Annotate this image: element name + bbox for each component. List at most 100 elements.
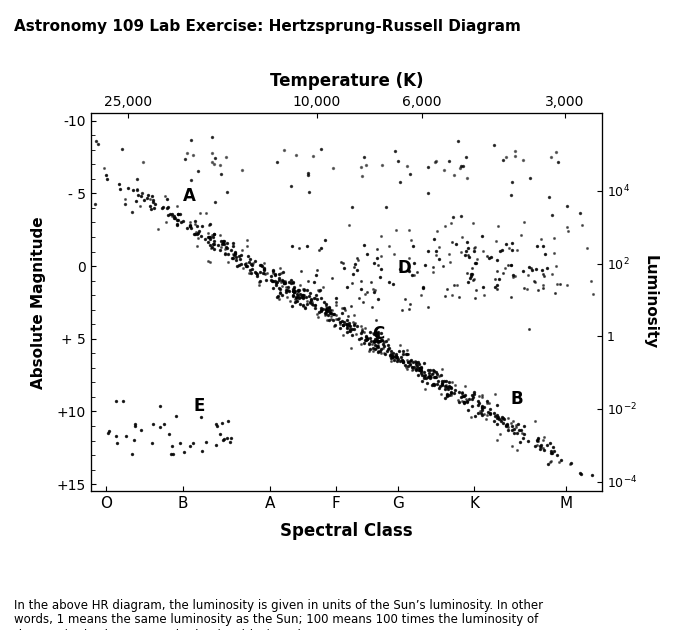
Point: [346, 324, 358, 334]
Point: [517, 428, 528, 438]
Point: [302, 168, 314, 178]
Point: [405, 169, 416, 179]
Point: [273, 290, 284, 301]
Point: [492, 221, 503, 231]
Point: [327, 306, 338, 316]
Point: [456, 387, 468, 397]
Point: [332, 314, 343, 324]
Point: [519, 421, 530, 431]
Point: [582, 243, 593, 253]
Point: [415, 365, 426, 375]
Point: [400, 362, 412, 372]
Point: [413, 365, 424, 375]
Point: [111, 396, 122, 406]
Point: [196, 445, 207, 455]
Point: [419, 367, 430, 377]
Point: [538, 280, 549, 290]
Point: [161, 203, 172, 214]
Text: D: D: [398, 260, 412, 277]
Point: [288, 284, 300, 294]
Point: [383, 241, 394, 251]
Point: [441, 390, 452, 400]
Point: [372, 329, 384, 340]
Point: [372, 328, 383, 338]
Point: [166, 441, 177, 451]
Point: [293, 286, 304, 296]
Point: [293, 285, 304, 295]
Point: [285, 296, 296, 306]
Point: [221, 187, 232, 197]
Point: [204, 234, 216, 244]
Point: [549, 233, 560, 243]
Point: [281, 282, 292, 292]
Point: [430, 156, 442, 166]
Point: [132, 190, 144, 200]
Point: [288, 287, 300, 297]
Point: [353, 255, 364, 265]
Point: [546, 269, 557, 279]
Point: [410, 356, 421, 366]
Point: [386, 352, 398, 362]
Point: [276, 290, 288, 300]
Point: [293, 285, 304, 295]
Point: [502, 260, 513, 270]
Point: [456, 247, 467, 257]
Point: [502, 420, 513, 430]
Point: [478, 409, 489, 419]
Point: [157, 202, 168, 212]
Point: [254, 275, 265, 285]
Point: [320, 309, 331, 319]
Point: [448, 212, 459, 222]
Point: [368, 284, 379, 294]
Point: [272, 292, 283, 302]
Point: [390, 353, 401, 363]
Point: [440, 375, 452, 386]
Point: [208, 232, 219, 242]
Point: [355, 321, 366, 331]
Point: [410, 365, 421, 375]
Point: [466, 263, 477, 273]
Point: [274, 287, 286, 297]
Point: [483, 398, 494, 408]
Point: [169, 211, 180, 221]
Point: [168, 449, 179, 459]
Point: [169, 214, 181, 224]
Point: [369, 336, 380, 346]
Point: [169, 213, 180, 223]
Point: [419, 370, 430, 380]
Point: [424, 371, 435, 381]
Point: [376, 335, 387, 345]
Point: [366, 302, 377, 312]
Point: [335, 258, 346, 268]
Text: A: A: [183, 186, 196, 205]
Point: [130, 421, 141, 431]
Point: [490, 389, 501, 399]
Point: [545, 152, 557, 162]
Point: [422, 188, 433, 198]
Point: [468, 389, 480, 399]
Point: [208, 244, 219, 255]
Point: [241, 261, 252, 272]
Point: [498, 414, 509, 424]
Point: [342, 282, 353, 292]
Point: [372, 327, 384, 337]
Point: [103, 425, 114, 435]
Point: [220, 152, 232, 162]
Point: [389, 146, 400, 156]
Point: [275, 268, 286, 278]
Point: [160, 190, 171, 200]
Point: [364, 344, 375, 354]
Point: [519, 429, 530, 439]
Point: [384, 350, 395, 360]
Point: [341, 319, 352, 329]
Point: [280, 285, 291, 295]
Point: [442, 284, 453, 294]
Point: [508, 270, 519, 280]
Point: [237, 244, 248, 255]
Point: [343, 320, 354, 330]
Point: [324, 303, 335, 313]
Point: [433, 242, 444, 252]
Point: [227, 248, 238, 258]
Point: [305, 294, 316, 304]
Point: [172, 215, 183, 226]
